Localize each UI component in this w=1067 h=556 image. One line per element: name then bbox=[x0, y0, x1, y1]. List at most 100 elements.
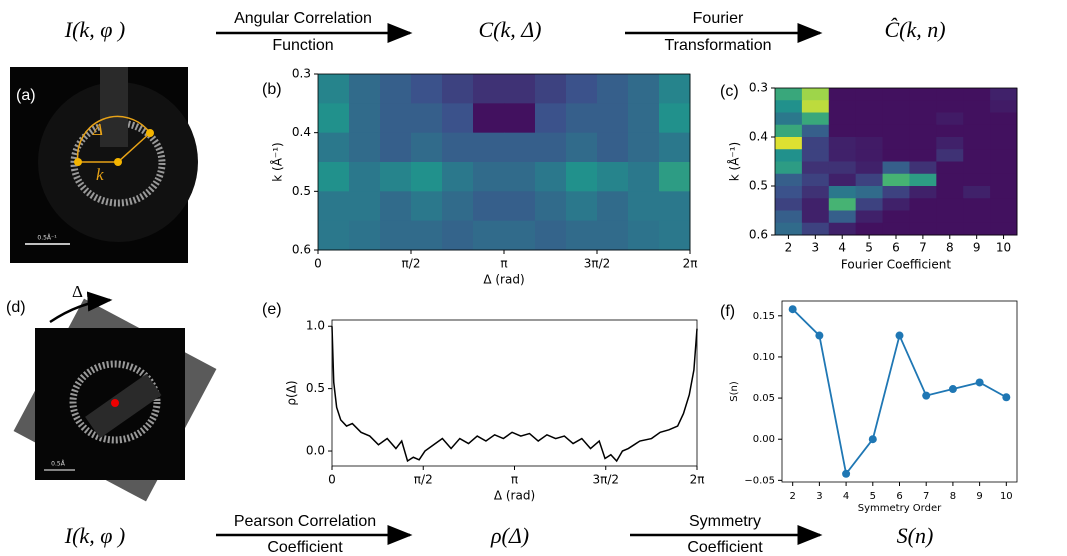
heatmap-cell bbox=[909, 88, 937, 101]
angle-arc bbox=[76, 115, 151, 163]
heatmap-cell bbox=[990, 88, 1018, 101]
heatmap-cell bbox=[909, 149, 937, 162]
heatmap-cell bbox=[349, 162, 381, 192]
heatmap-cell bbox=[597, 132, 629, 163]
point bbox=[975, 378, 984, 387]
heatmap-cell bbox=[882, 186, 910, 199]
formula: Ĉ(k, n) bbox=[884, 17, 945, 42]
beam-stop bbox=[85, 373, 162, 439]
heatmap-cell bbox=[535, 220, 567, 251]
diffraction-image-d: Δ 0.5Å (d) bbox=[6, 282, 217, 502]
x-tick-label: 8 bbox=[946, 241, 954, 255]
heatmap-cell bbox=[801, 222, 830, 236]
y-tick-label: 0.3 bbox=[292, 67, 311, 81]
y-axis-label: S(n) bbox=[729, 381, 740, 402]
heatmap-cell bbox=[963, 198, 991, 211]
panel-label: (b) bbox=[262, 81, 282, 98]
heatmap-cell bbox=[628, 220, 660, 251]
scale-label: 0.5Å⁻¹ bbox=[37, 235, 57, 242]
point bbox=[948, 385, 957, 394]
heatmap-cell bbox=[775, 88, 803, 101]
y-tick-label: 0.6 bbox=[749, 228, 768, 242]
heatmap-cell bbox=[442, 191, 474, 222]
y-tick-label: 0.6 bbox=[292, 243, 311, 257]
formula: S(n) bbox=[897, 523, 934, 548]
diffraction-image-a: Δ k 0.5Å⁻¹ (a) bbox=[10, 67, 198, 263]
heatmap-cell bbox=[566, 74, 598, 104]
y-tick-label: −0.05 bbox=[744, 475, 775, 486]
x-tick-label: π bbox=[511, 473, 518, 487]
heatmap-cell bbox=[963, 100, 991, 113]
heatmap-cell bbox=[349, 191, 381, 222]
heatmap-cell bbox=[990, 186, 1018, 199]
beam-stop bbox=[100, 67, 128, 147]
k-label: k bbox=[96, 165, 104, 184]
heatmap-cell bbox=[936, 198, 964, 211]
panel-label: (c) bbox=[720, 83, 739, 100]
heatmap-cell bbox=[909, 124, 937, 138]
heatmap-cell bbox=[990, 124, 1018, 138]
heatmap-cell bbox=[828, 186, 857, 199]
heatmap-cell bbox=[882, 137, 910, 150]
heatmap-cell bbox=[990, 210, 1018, 224]
heatmap-cell bbox=[504, 191, 536, 222]
y-tick-label: 0.4 bbox=[292, 125, 311, 139]
x-tick-label: 9 bbox=[973, 241, 981, 255]
heatmap-cell bbox=[380, 103, 412, 134]
heatmap-cell bbox=[775, 173, 803, 187]
x-axis-label: Δ (rad) bbox=[494, 489, 535, 503]
heatmap-cell bbox=[855, 112, 884, 126]
x-tick-label: 3π/2 bbox=[592, 473, 619, 487]
heatmap-cell bbox=[318, 220, 350, 251]
heatmap-cell bbox=[442, 74, 474, 104]
point bbox=[788, 305, 797, 314]
heatmap-cell bbox=[963, 124, 991, 138]
heatmap-cell bbox=[775, 161, 803, 175]
heatmap-cell bbox=[963, 149, 991, 162]
heatmap-cell bbox=[828, 137, 857, 150]
heatmap-cell bbox=[963, 173, 991, 187]
heatmap-cell bbox=[909, 198, 937, 211]
point bbox=[842, 469, 851, 478]
delta-label: Δ bbox=[72, 282, 83, 301]
arrow-label: Symmetry bbox=[689, 513, 761, 530]
heatmap-cell bbox=[909, 186, 937, 199]
heatmap-cell bbox=[566, 191, 598, 222]
heatmap-cell bbox=[442, 162, 474, 192]
heatmap-cell bbox=[909, 222, 937, 236]
heatmap-cell bbox=[801, 88, 830, 101]
heatmap-cell bbox=[990, 173, 1018, 187]
heatmap-cell bbox=[801, 210, 830, 224]
panel-label: (a) bbox=[16, 87, 36, 104]
x-tick-label: 4 bbox=[838, 241, 846, 255]
heatmap-cell bbox=[801, 124, 830, 138]
heatmap-cell bbox=[855, 161, 884, 175]
formula: C(k, Δ) bbox=[478, 17, 541, 42]
x-tick-label: 6 bbox=[896, 491, 902, 502]
heatmap-cell bbox=[775, 222, 803, 236]
heatmap-cell bbox=[535, 74, 567, 104]
heatmap-cell bbox=[411, 162, 443, 192]
point bbox=[815, 331, 824, 340]
y-tick-label: 0.00 bbox=[753, 434, 775, 445]
heatmap-cell bbox=[855, 186, 884, 199]
heatmap-cell bbox=[990, 100, 1018, 113]
heatmap-cell bbox=[936, 173, 964, 187]
heatmap-cell bbox=[990, 198, 1018, 211]
heatmap-cell bbox=[801, 137, 830, 150]
heatmap-cell bbox=[855, 210, 884, 224]
heatmap-cell bbox=[775, 124, 803, 138]
y-tick-label: 1.0 bbox=[306, 319, 325, 333]
y-axis-label: k (Å⁻¹) bbox=[270, 142, 285, 181]
heatmap-cell bbox=[775, 210, 803, 224]
x-tick-label: 5 bbox=[870, 491, 876, 502]
heatmap-cell bbox=[882, 88, 910, 101]
heatmap-cell bbox=[990, 149, 1018, 162]
y-tick-label: 0.4 bbox=[749, 130, 768, 144]
panel-label: (f) bbox=[720, 303, 735, 320]
heatmap-cell bbox=[473, 220, 505, 251]
heatmap-cell bbox=[801, 161, 830, 175]
heatmap-cell bbox=[855, 88, 884, 101]
heatmap-cell bbox=[566, 220, 598, 251]
heatmap-cell bbox=[775, 112, 803, 126]
